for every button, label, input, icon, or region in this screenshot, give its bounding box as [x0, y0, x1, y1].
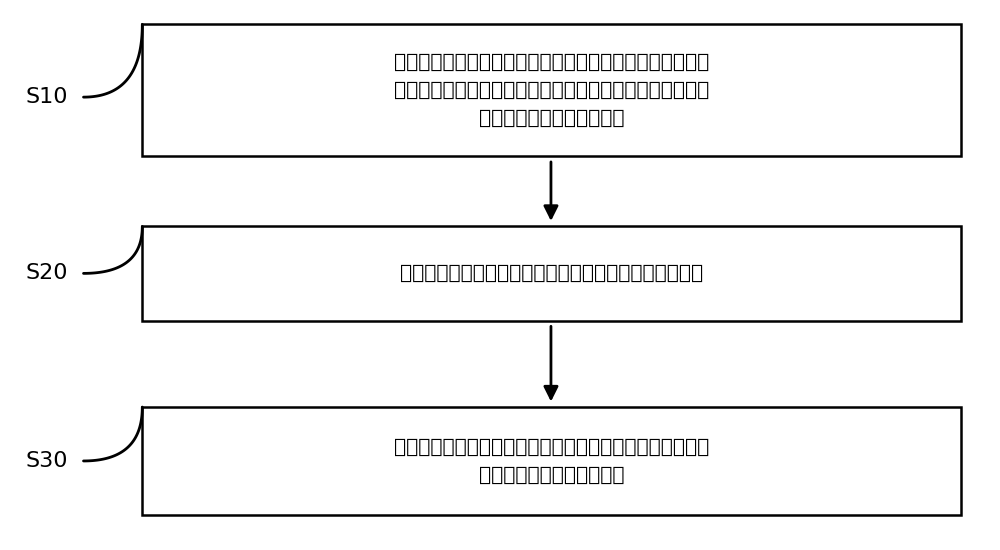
Text: 获取当前运行模式下各个温度检测装置检测的温度值，空调
器的室内机的至少两个换热器的冷媒入口处以及冷媒出口处
均设置有所述温度检测装置: 获取当前运行模式下各个温度检测装置检测的温度值，空调 器的室内机的至少两个换热器… — [394, 53, 709, 128]
Text: S30: S30 — [26, 451, 68, 471]
FancyBboxPatch shape — [142, 227, 961, 321]
Text: S20: S20 — [26, 263, 68, 283]
Text: 比较各个温度检测装置检测到的温度值得到第一比较结果: 比较各个温度检测装置检测到的温度值得到第一比较结果 — [400, 264, 703, 283]
FancyBboxPatch shape — [142, 24, 961, 156]
Text: 根据所述第一比较结果和所述当前运行模式获取各个所述温
度检测装置的安装位置信息: 根据所述第一比较结果和所述当前运行模式获取各个所述温 度检测装置的安装位置信息 — [394, 437, 709, 485]
FancyBboxPatch shape — [142, 407, 961, 515]
Text: S10: S10 — [26, 87, 68, 107]
